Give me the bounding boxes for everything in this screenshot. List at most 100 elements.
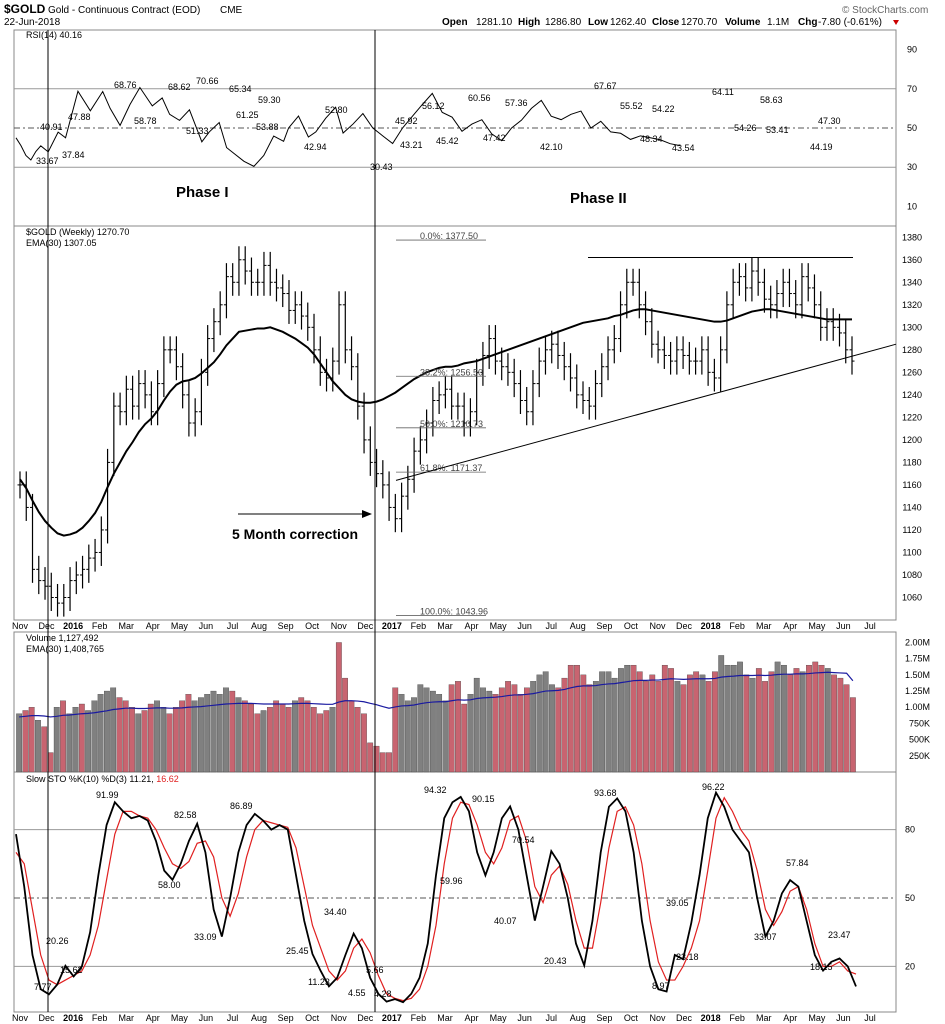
volume-bar <box>592 681 599 773</box>
price-x-label: Apr <box>783 621 797 631</box>
ohlc-bar <box>261 251 267 296</box>
sto-d-line <box>15 796 857 1002</box>
ohlc-bar <box>680 336 686 369</box>
ohlc-bar <box>280 274 286 308</box>
sto-x-label: 2016 <box>63 1013 83 1023</box>
price-x-label: Apr <box>146 621 160 631</box>
ohlc-bar <box>743 263 749 302</box>
price-x-label: 2018 <box>701 621 721 631</box>
price-tick-1240: 1240 <box>902 390 922 400</box>
volume-bar <box>442 700 449 773</box>
sto-x-label: 2018 <box>701 1013 721 1023</box>
correction-label: 5 Month correction <box>232 526 358 542</box>
ohlc-bar <box>486 325 492 369</box>
price-tick-1100: 1100 <box>902 547 921 557</box>
volume-bar <box>712 671 718 773</box>
sto-x-label: Feb <box>92 1013 108 1023</box>
sto-data-label: 33.09 <box>194 932 217 942</box>
price-x-label: 2017 <box>382 621 402 631</box>
volume-bar <box>718 655 725 773</box>
ohlc-bar <box>23 471 29 521</box>
price-x-label: Nov <box>331 621 348 631</box>
price-panel-frame <box>13 225 897 621</box>
ohlc-bar <box>98 516 104 566</box>
volume-bar <box>60 700 66 773</box>
ohlc-bar <box>198 358 204 426</box>
rsi-data-label: 53.88 <box>256 122 279 132</box>
rsi-data-label: 42.10 <box>540 142 563 152</box>
rsi-data-label: 58.63 <box>760 95 783 105</box>
rsi-tick-50: 50 <box>907 123 917 133</box>
ohlc-bar <box>55 583 61 617</box>
volume-bar <box>511 684 518 773</box>
sto-data-label: 91.99 <box>96 790 119 800</box>
ohlc-bar <box>668 341 674 375</box>
volume-bar <box>248 703 254 773</box>
ohlc-bar <box>799 263 805 319</box>
volume-bar <box>824 668 831 773</box>
volume-bar <box>104 690 110 773</box>
stochastic-title: Slow STO %K(10) %D(3) 11.21, 16.62 <box>26 774 179 784</box>
sto-data-label: 93.68 <box>594 788 617 798</box>
sto-data-label: 18.15 <box>810 962 833 972</box>
ohlc-bar <box>511 358 517 398</box>
ohlc-bar <box>248 257 254 296</box>
ohlc-bar <box>111 392 117 476</box>
ohlc-bar <box>818 291 824 341</box>
price-x-label: May <box>808 621 826 631</box>
ohlc-bar <box>718 336 724 392</box>
volume-bar <box>210 690 217 773</box>
ohlc-bar <box>349 336 355 381</box>
ohlc-bar <box>430 386 436 437</box>
sto-x-label: Jun <box>836 1013 851 1023</box>
ohlc-bar <box>292 291 298 324</box>
volume-bar <box>818 664 825 773</box>
ohlc-bar <box>73 561 79 595</box>
price-tick-1260: 1260 <box>902 367 922 377</box>
rsi-data-label: 60.56 <box>468 93 491 103</box>
sto-x-label: Apr <box>146 1013 160 1023</box>
stochastic-k-label: Slow STO %K(10) %D(3) 11.21, <box>26 774 154 784</box>
price-x-label: Aug <box>251 621 267 631</box>
volume-bar <box>279 703 286 773</box>
sto-x-label: Nov <box>12 1013 29 1023</box>
volume-bar <box>304 700 311 773</box>
volume-bar <box>480 687 486 773</box>
ohlc-bar <box>686 341 692 375</box>
volume-bar <box>743 674 750 773</box>
volume-bar <box>72 707 79 773</box>
fib-label: 61.8%: 1171.37 <box>420 463 482 473</box>
price-x-label: Dec <box>676 621 693 631</box>
volume-bar <box>28 707 35 773</box>
ohlc-bar <box>542 336 548 375</box>
volume-bar <box>266 707 273 773</box>
sto-x-label: Dec <box>676 1013 693 1023</box>
fib-label: 100.0%: 1043.96 <box>420 607 488 617</box>
price-tick-1180: 1180 <box>902 457 921 467</box>
ohlc-bar <box>505 353 511 386</box>
ohlc-bar <box>636 268 642 319</box>
volume-bar <box>762 681 768 773</box>
rsi-data-label: 47.42 <box>483 133 506 143</box>
volume-bar <box>354 707 361 773</box>
price-x-label: Oct <box>624 621 639 631</box>
ohlc-bar <box>586 386 592 420</box>
watermark: © StockCharts.com <box>842 5 928 16</box>
grid-lines <box>14 88 896 967</box>
ohlc-bar <box>736 263 742 296</box>
volume-tick: 1.25M <box>905 686 930 696</box>
sto-data-label: 15.62 <box>60 965 83 975</box>
rsi-tick-10: 10 <box>907 201 917 211</box>
volume-bar <box>643 681 649 773</box>
sto-data-label: 11.23 <box>308 977 330 987</box>
high-value: 1286.80 <box>545 17 582 28</box>
volume-bar <box>122 700 129 773</box>
sto-data-label: 7.77 <box>34 982 52 992</box>
sto-data-label: 90.15 <box>472 794 495 804</box>
ohlc-bar <box>530 370 536 426</box>
volume-bar <box>787 674 794 773</box>
ohlc-bar <box>455 392 461 420</box>
rsi-series: 33.67 40.91 37.84 47.88 68.76 58.78 68.62 51.33… <box>15 76 841 172</box>
volume-bar <box>781 664 787 773</box>
volume-bar <box>179 700 186 773</box>
